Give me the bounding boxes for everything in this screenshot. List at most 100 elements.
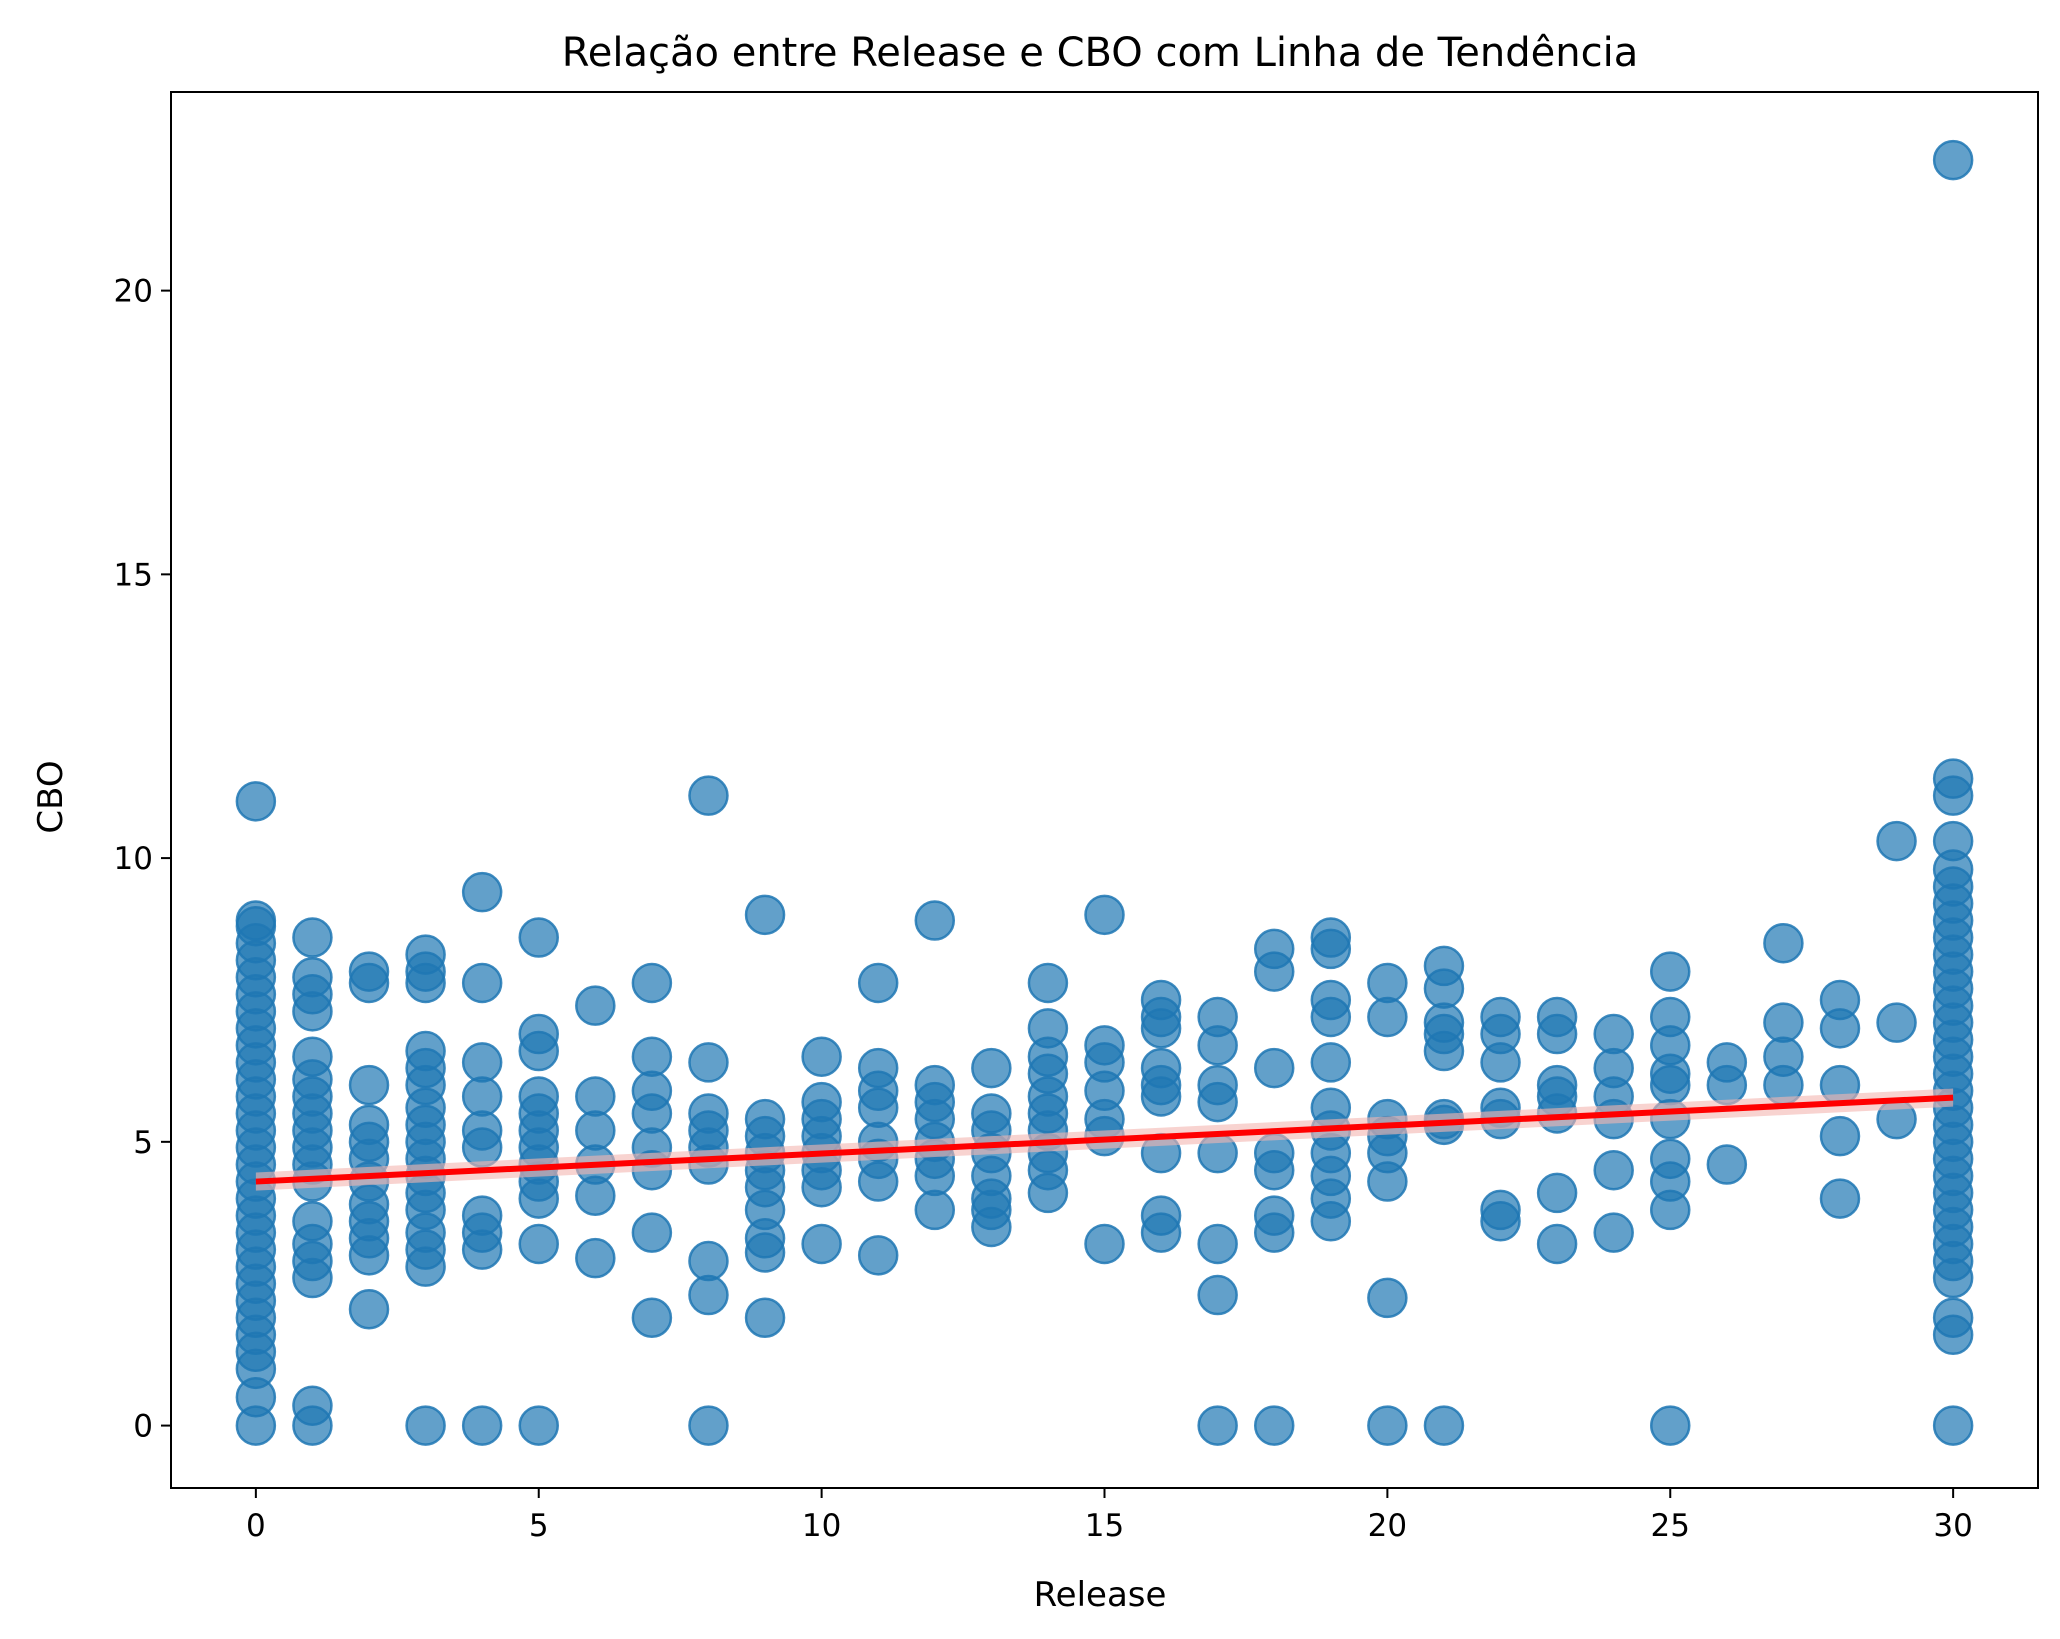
data-point [1932, 758, 1974, 799]
data-point [348, 1104, 390, 1146]
data-point [518, 1223, 559, 1265]
data-point [688, 775, 729, 816]
data-point [1027, 1008, 1069, 1049]
data-point [1367, 962, 1408, 1004]
x-axis-label: Release [1034, 1575, 1167, 1615]
ticks-layer: 0 5 10 15 20 25 30 0 5 10 15 20 [114, 274, 1973, 1544]
y-tick-label: 0 [133, 1409, 153, 1445]
data-point [292, 1385, 333, 1426]
data-point [914, 900, 956, 941]
data-point [1423, 1405, 1465, 1446]
y-tick-label: 15 [114, 557, 153, 593]
data-point [631, 1036, 673, 1077]
data-point [1310, 1042, 1352, 1083]
data-point [518, 1405, 559, 1446]
data-point [1480, 1189, 1521, 1231]
data-point [631, 1297, 673, 1339]
data-point [575, 1110, 616, 1151]
points-layer [235, 139, 1974, 1446]
data-point [1253, 928, 1295, 970]
data-point [348, 1288, 390, 1330]
data-point [1140, 1195, 1182, 1236]
y-tick-label: 5 [133, 1125, 153, 1161]
data-point [461, 962, 503, 1004]
data-point [1197, 1405, 1238, 1446]
data-point [1027, 962, 1069, 1004]
data-point [914, 1064, 956, 1106]
data-point [801, 1081, 842, 1123]
x-tick-label: 0 [246, 1508, 266, 1544]
data-point [801, 1036, 842, 1077]
data-point [1763, 1036, 1804, 1077]
data-point [575, 1076, 616, 1117]
data-point [575, 985, 616, 1026]
data-point [1706, 1144, 1748, 1185]
data-point [1876, 1002, 1917, 1043]
data-point [1932, 139, 1974, 181]
data-point [631, 1070, 673, 1112]
data-point [914, 1189, 956, 1231]
data-point [688, 1405, 729, 1446]
data-point [518, 917, 559, 958]
y-axis-label: CBO [31, 760, 71, 833]
data-point [235, 781, 277, 822]
data-point [461, 1110, 503, 1151]
data-point [1310, 917, 1352, 958]
data-point [348, 951, 390, 992]
data-point [1593, 1047, 1634, 1089]
data-point [1593, 1212, 1634, 1253]
data-point [1876, 820, 1917, 862]
data-point [1536, 1172, 1578, 1214]
data-point [688, 1274, 729, 1316]
data-point [1084, 1025, 1125, 1066]
y-tick-label: 20 [114, 274, 153, 310]
data-point [1763, 922, 1804, 964]
data-point [1650, 1405, 1691, 1446]
data-point [1253, 1405, 1295, 1446]
data-point [688, 1093, 729, 1134]
data-point [292, 1036, 333, 1077]
data-point [1367, 1405, 1408, 1446]
data-point [461, 1076, 503, 1117]
data-point [405, 934, 446, 975]
y-tick-label: 10 [114, 841, 153, 877]
data-point [1197, 996, 1238, 1038]
data-point [461, 871, 503, 913]
data-point [1819, 1178, 1861, 1219]
data-point [1932, 820, 1974, 862]
data-point [688, 1042, 729, 1083]
data-point [1536, 1223, 1578, 1265]
chart-title: Relação entre Release e CBO com Linha de… [562, 30, 1638, 76]
data-point [1423, 945, 1465, 987]
data-point [1819, 979, 1861, 1021]
data-point [1367, 1277, 1408, 1319]
data-point [1367, 996, 1408, 1038]
trend-line [255, 1094, 1954, 1185]
data-point [1310, 979, 1352, 1021]
data-point [1706, 1042, 1748, 1083]
x-tick-label: 5 [529, 1508, 549, 1544]
data-point [631, 1212, 673, 1253]
data-point [744, 1297, 786, 1339]
data-point [971, 1093, 1012, 1134]
data-point [235, 900, 277, 941]
x-tick-label: 25 [1651, 1508, 1690, 1544]
data-point [1197, 1064, 1238, 1106]
data-point [461, 1195, 503, 1236]
data-point [1480, 996, 1521, 1038]
data-point [1819, 1115, 1861, 1157]
data-point [405, 1405, 446, 1446]
data-point [688, 1240, 729, 1282]
data-point [1140, 1047, 1182, 1089]
data-point [1650, 996, 1691, 1038]
data-point [575, 1237, 616, 1279]
x-tick-label: 20 [1368, 1508, 1407, 1544]
data-point [518, 1076, 559, 1117]
data-point [1084, 1223, 1125, 1265]
data-point [518, 1013, 559, 1055]
data-point [1593, 1149, 1634, 1191]
data-point [857, 962, 899, 1004]
data-point [292, 917, 333, 958]
